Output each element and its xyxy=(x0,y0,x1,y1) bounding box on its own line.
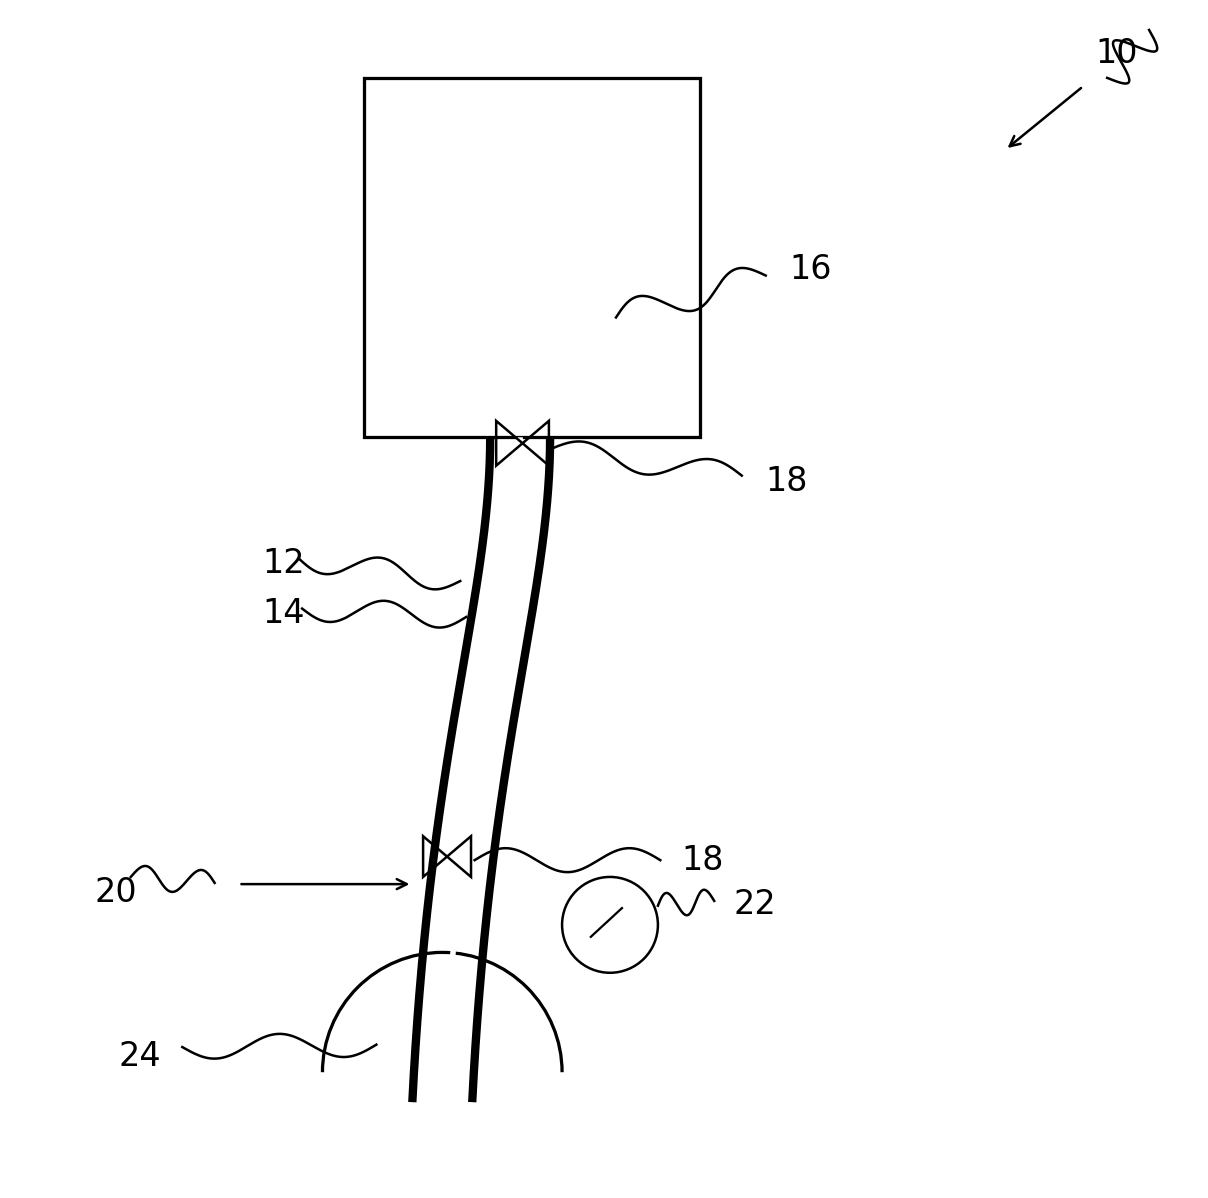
Bar xyxy=(365,78,699,437)
Text: 14: 14 xyxy=(262,597,306,630)
Text: 18: 18 xyxy=(681,843,725,877)
Text: 22: 22 xyxy=(733,888,776,921)
Text: 12: 12 xyxy=(262,546,306,580)
Text: 16: 16 xyxy=(790,253,832,286)
Text: 18: 18 xyxy=(766,465,808,498)
Text: 24: 24 xyxy=(118,1040,162,1073)
Text: 20: 20 xyxy=(95,876,138,909)
Text: 10: 10 xyxy=(1096,37,1138,71)
